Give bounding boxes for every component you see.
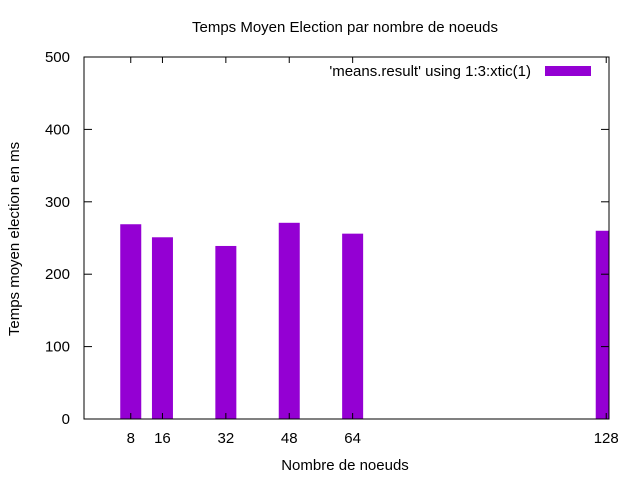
x-tick-label: 64 (344, 430, 361, 447)
ticks-layer: 8 16 32 48 64 128 0 100 200 300 400 500 (45, 49, 619, 447)
legend-swatch (545, 66, 591, 76)
x-tick-label: 16 (154, 430, 171, 447)
x-tick-label: 128 (594, 430, 619, 447)
plot-frame (83, 56, 610, 420)
y-tick-label: 0 (62, 411, 70, 428)
y-tick-label: 200 (45, 266, 70, 283)
bar-64 (342, 233, 364, 419)
bar-32 (215, 245, 237, 419)
legend-label: 'means.result' using 1:3:xtic(1) (329, 63, 531, 80)
bar-16 (151, 237, 173, 419)
y-tick-label: 400 (45, 121, 70, 138)
y-axis-label: Temps moyen election en ms (6, 142, 23, 336)
x-axis-label: Nombre de noeuds (281, 457, 409, 474)
bars-layer (120, 222, 609, 419)
bar-48 (278, 222, 300, 419)
y-tick-label: 300 (45, 194, 70, 211)
bar-128 (595, 230, 609, 419)
y-tick-label: 100 (45, 339, 70, 356)
y-tick-label: 500 (45, 49, 70, 66)
x-tick-label: 8 (127, 430, 135, 447)
chart-title: Temps Moyen Election par nombre de noeud… (192, 19, 498, 36)
x-tick-label: 32 (218, 430, 235, 447)
x-tick-label: 48 (281, 430, 298, 447)
legend: 'means.result' using 1:3:xtic(1) (329, 63, 591, 80)
bar-8 (120, 224, 142, 419)
